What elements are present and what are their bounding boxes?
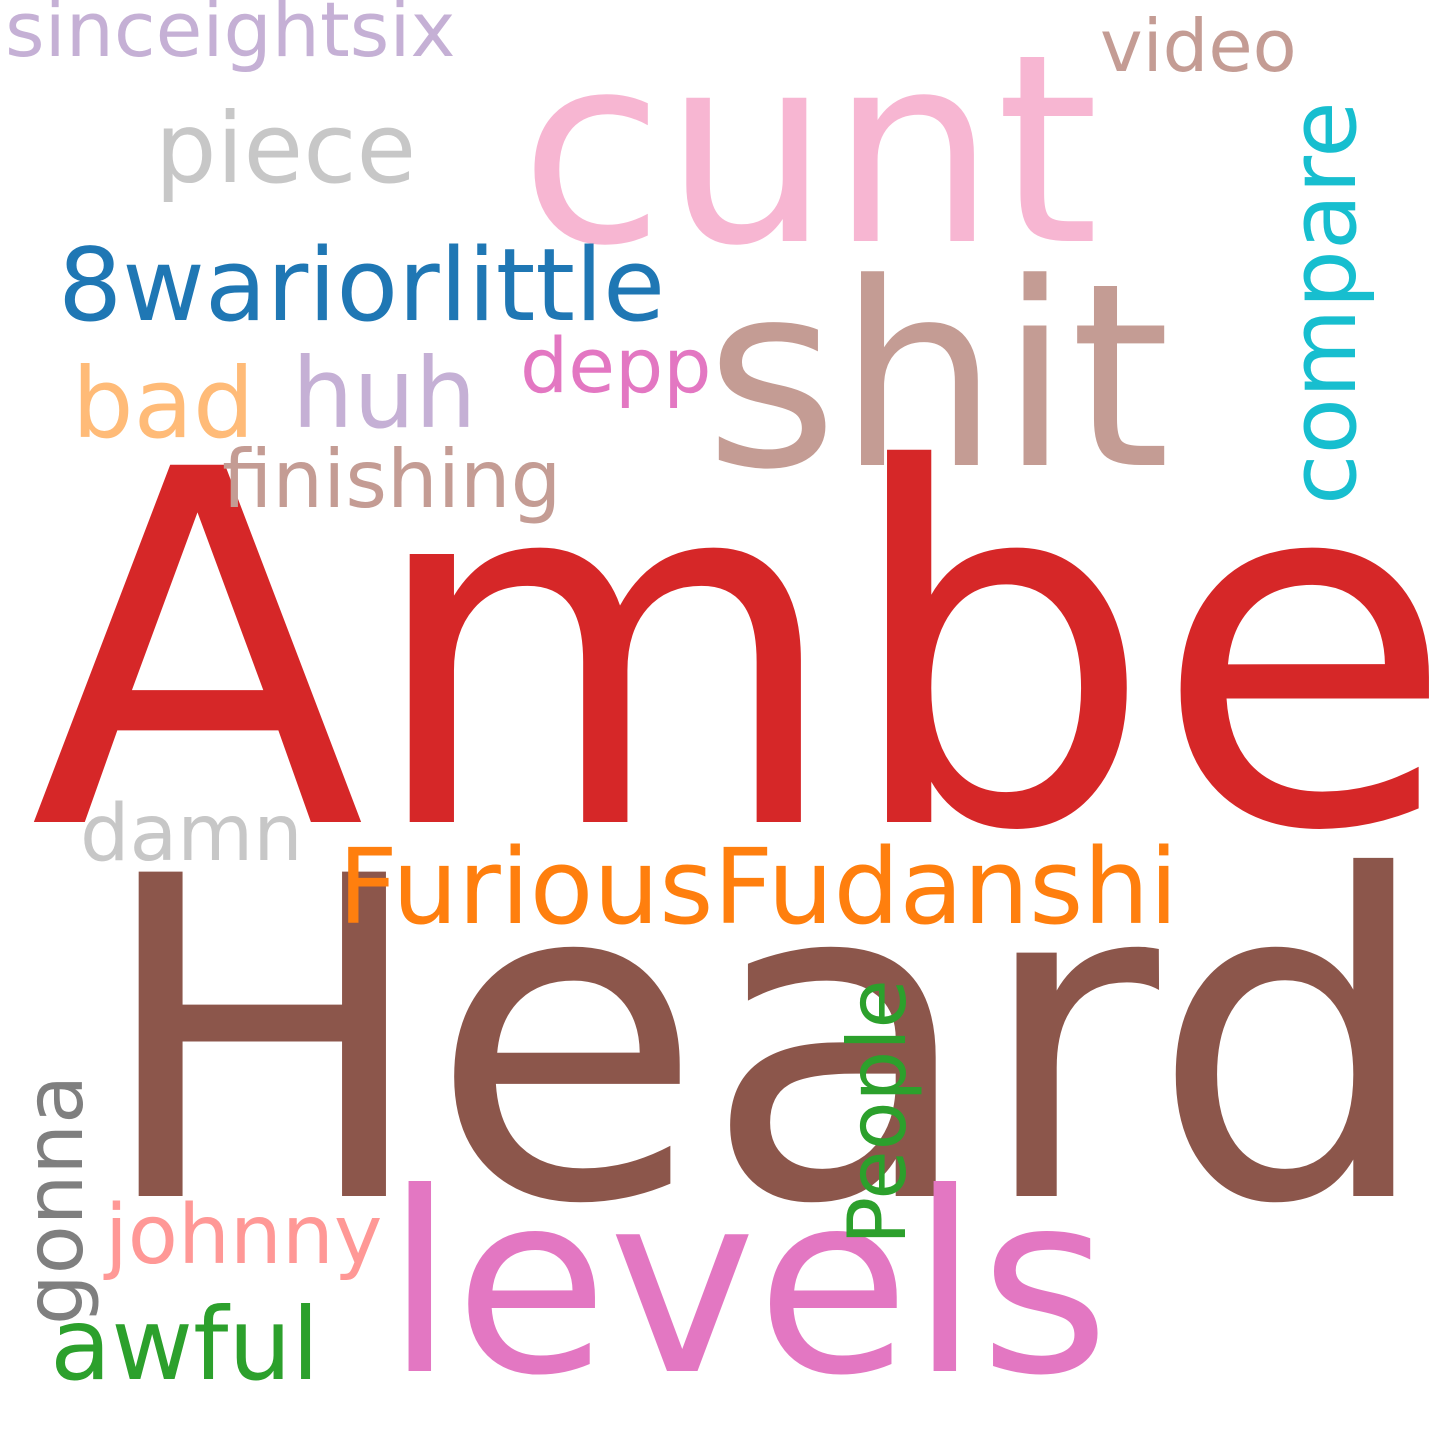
word-8wariorlittle: 8wariorlittle [58,226,666,344]
word-heard: Heard [95,783,1434,1301]
word-sinceightsix: sinceightsix [5,0,456,74]
word-damn: damn [80,789,303,879]
word-finishing: finishing [222,433,562,526]
word-piece: piece [155,92,417,205]
word-people: People [831,979,924,1245]
word-video: video [1100,4,1297,88]
word-johnny: johnny [105,1188,383,1283]
word-amber: Amber [30,367,1440,938]
word-levels: levels [385,1139,1110,1430]
word-cunt: cunt [520,0,1099,303]
word-shit: shit [705,229,1171,526]
word-compare: compare [1270,101,1377,505]
word-huh: huh [292,337,477,450]
word-depp: depp [520,321,712,410]
word-awful: awful [50,1286,320,1403]
word-furiousfudanshi: FuriousFudanshi [338,826,1179,948]
word-bad: bad [72,347,255,460]
